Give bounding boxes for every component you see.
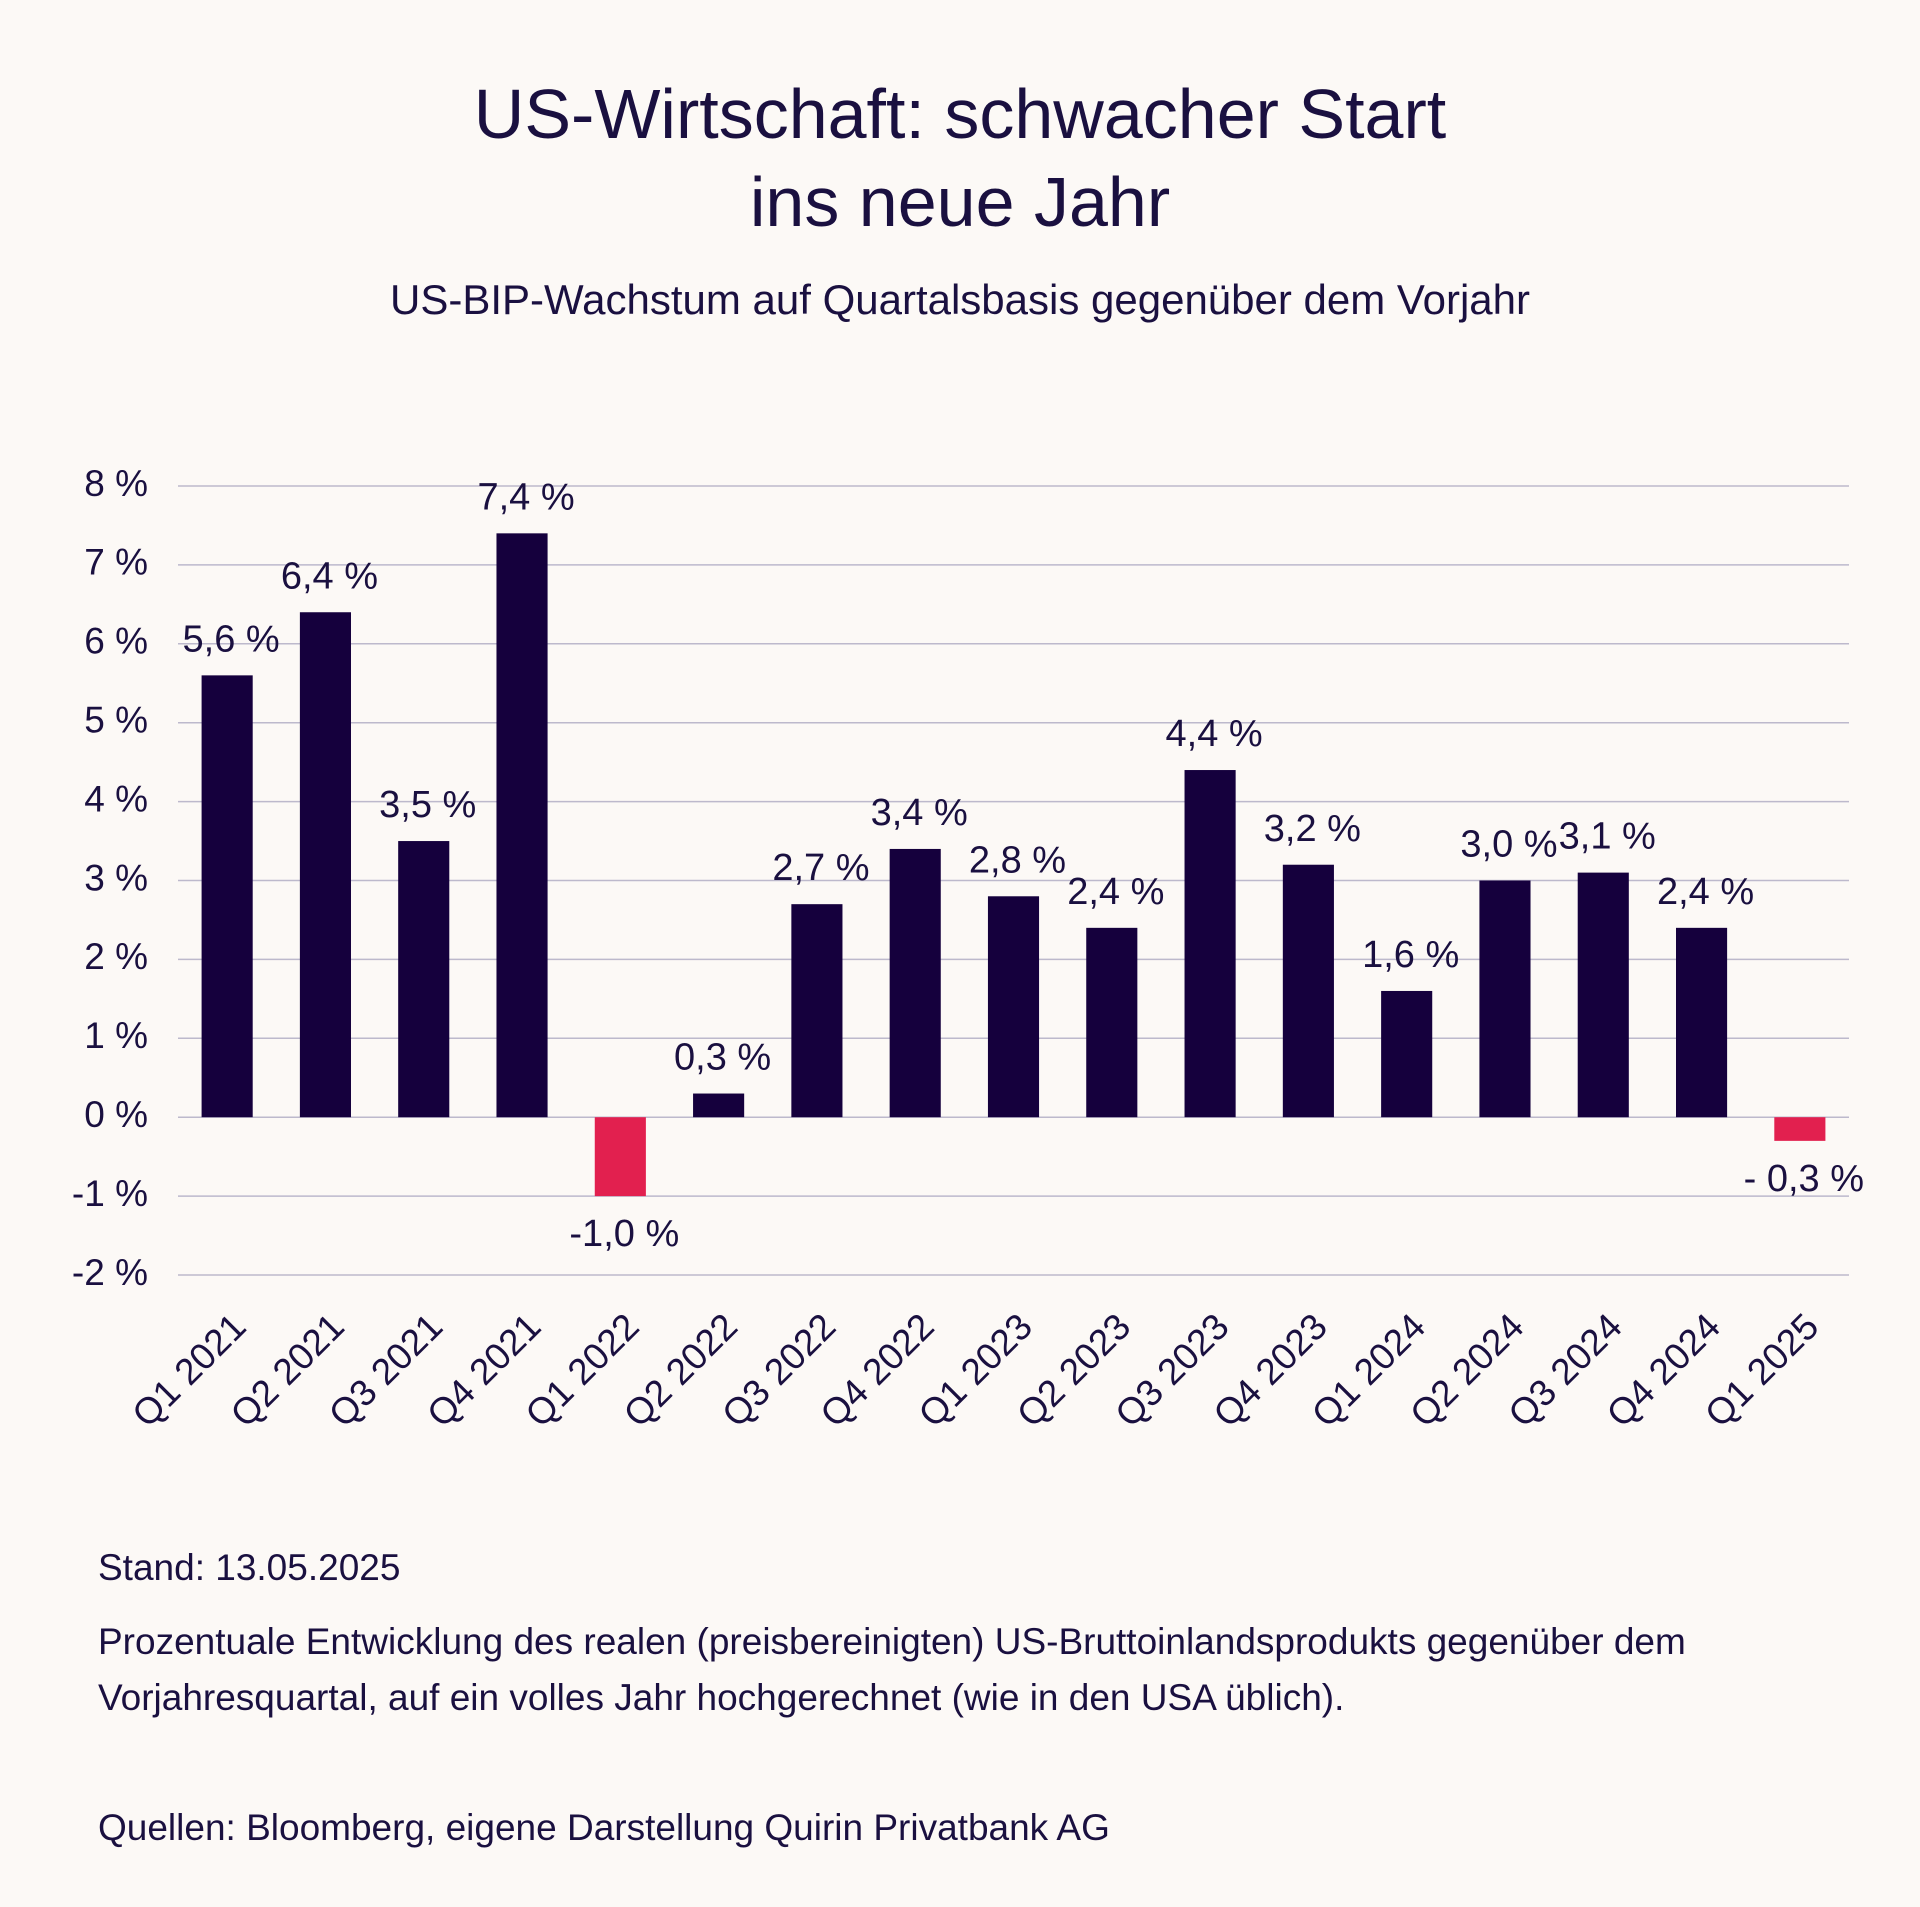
value-label: 3,1 % [1559,816,1656,858]
bar [398,841,450,1118]
value-label: 3,4 % [871,792,968,834]
value-label: 1,6 % [1362,934,1459,976]
bar [1479,880,1531,1118]
footnote: Stand: 13.05.2025 [98,1547,401,1588]
value-label: 2,7 % [772,847,869,889]
value-label: 7,4 % [477,476,574,518]
bar [1381,990,1433,1118]
y-tick-label: 5 % [84,699,148,740]
value-label: 0,3 % [674,1037,771,1079]
value-label: 4,4 % [1166,713,1263,755]
y-tick-label: -2 % [72,1252,148,1293]
y-tick-label: 0 % [84,1094,148,1135]
value-label: 5,6 % [183,618,280,660]
bar [1282,864,1334,1118]
bar [299,612,351,1118]
bar [1676,927,1728,1118]
y-tick-label: 2 % [84,936,148,977]
value-label: 3,2 % [1264,808,1361,850]
bar [496,533,548,1118]
bar [987,896,1040,1118]
y-tick-label: 1 % [84,1015,148,1056]
y-tick-label: 3 % [84,857,148,898]
footnote: Quellen: Bloomberg, eigene Darstellung Q… [98,1807,1110,1848]
value-label: 2,4 % [1067,871,1164,913]
bar [1086,927,1138,1118]
bar [791,904,843,1118]
value-label: 3,0 % [1460,824,1557,866]
value-label: 6,4 % [281,555,378,597]
bar [693,1093,745,1118]
value-label: 3,5 % [379,784,476,826]
y-tick-label: -1 % [72,1173,148,1214]
bar [1184,770,1236,1118]
footnote: Prozentuale Entwicklung des realen (prei… [98,1621,1686,1718]
value-label: -1,0 % [569,1213,679,1255]
y-tick-label: 7 % [84,542,148,583]
chart: -2 %-1 %0 %1 %2 %3 %4 %5 %6 %7 %8 %Q1 20… [72,463,1864,1435]
chart-subtitle: US-BIP-Wachstum auf Quartalsbasis gegenü… [390,276,1530,323]
bar [889,848,941,1118]
bar [201,675,253,1118]
value-label: - 0,3 % [1744,1158,1864,1200]
y-tick-label: 8 % [84,463,148,504]
chart-title: ins neue Jahr [749,163,1171,241]
value-label: 2,8 % [969,839,1066,881]
value-label: 2,4 % [1657,871,1754,913]
bar [1774,1117,1826,1141]
y-tick-label: 4 % [84,778,148,819]
bar [1577,872,1629,1118]
y-tick-label: 6 % [84,621,148,662]
chart-title: US-Wirtschaft: schwacher Start [473,75,1447,153]
bar [594,1117,646,1197]
